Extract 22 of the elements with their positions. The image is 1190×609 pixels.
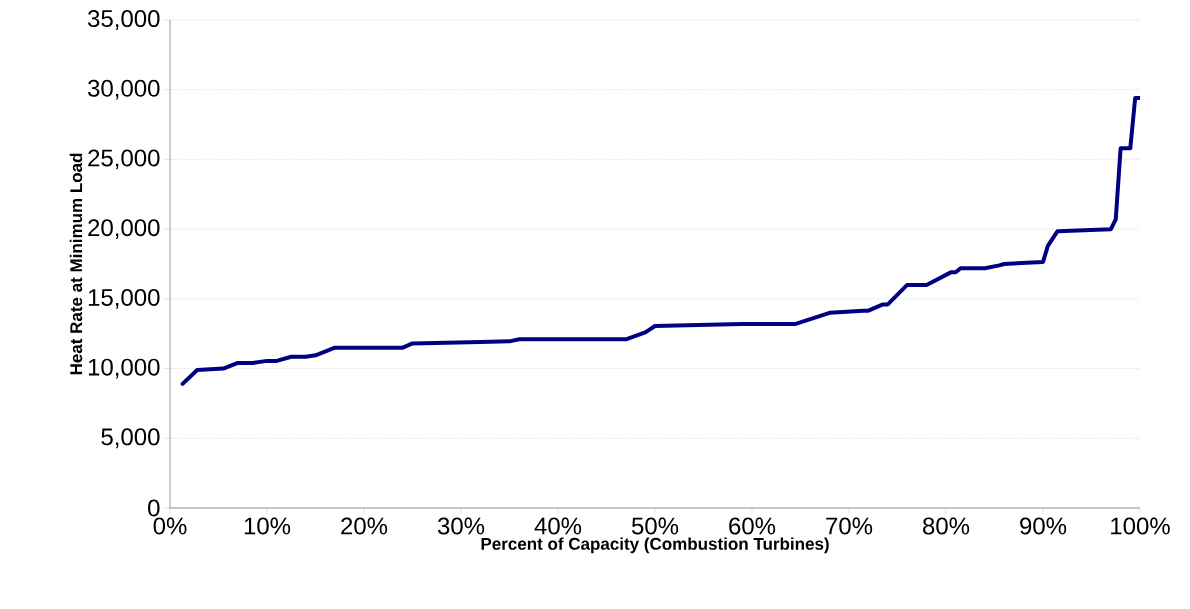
x-tick-label: 80% (923, 517, 970, 535)
y-tick-label: 10,000 (88, 358, 160, 379)
x-tick-label: 60% (729, 517, 776, 535)
y-tick-label: 0 (148, 499, 160, 517)
y-tick-label: 5,000 (101, 428, 160, 449)
y-tick-label: 30,000 (87, 79, 160, 100)
x-tick-label: 100% (1111, 517, 1170, 535)
y-tick-label: 35,000 (87, 10, 160, 30)
x-tick-label: 20% (341, 517, 388, 535)
line-series (180, 96, 1141, 386)
y-axis-title: Heat Rate at Minimum Load (69, 153, 83, 375)
x-tick-label: 30% (437, 517, 485, 535)
x-tick-label: 40% (534, 517, 582, 535)
x-tick-label: 10% (244, 517, 291, 535)
y-tick-label: 20,000 (88, 219, 160, 240)
x-tick-label: 90% (1020, 517, 1067, 535)
x-tick-label: 70% (826, 517, 873, 535)
y-tick-label: 15,000 (88, 288, 160, 309)
x-tick-label: 0% (153, 517, 187, 535)
x-axis-title: Percent of Capacity (Combustion Turbines) (481, 537, 829, 554)
x-tick-label: 50% (631, 517, 679, 535)
y-tick-label: 25,000 (88, 149, 160, 170)
